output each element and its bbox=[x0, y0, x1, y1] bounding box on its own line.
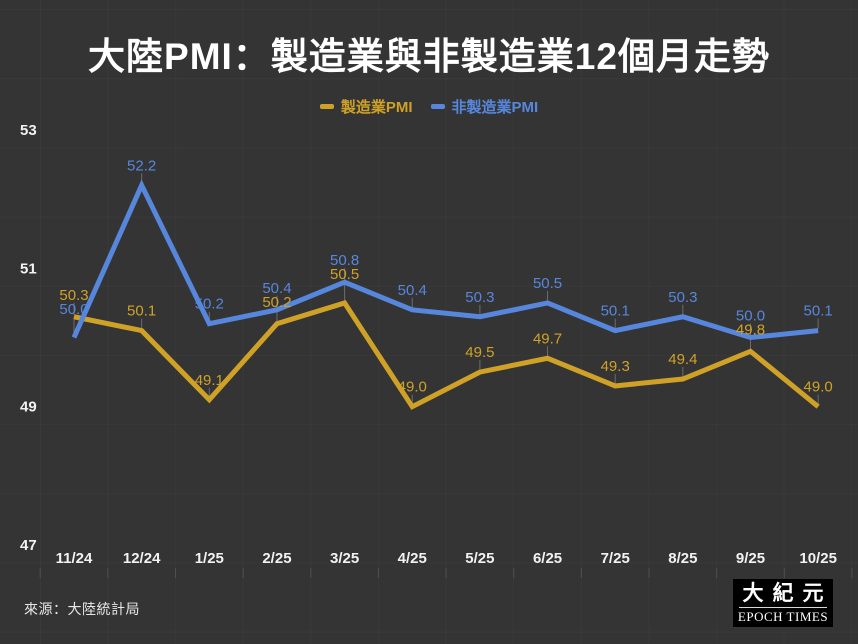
manufacturing-series-label: 製造業PMI bbox=[340, 99, 413, 116]
x-axis-category-label: 10/25 bbox=[799, 550, 837, 567]
data-point-label: 50.8 bbox=[330, 252, 359, 269]
y-axis-tick-label: 49 bbox=[20, 399, 37, 416]
logo-chinese-text: 大紀元 bbox=[742, 581, 833, 605]
data-point-label: 50.5 bbox=[330, 266, 359, 283]
data-point-label: 50.3 bbox=[59, 287, 88, 304]
nonmanufacturing-line bbox=[71, 179, 819, 341]
legend: 製造業PMI 非製造業PMI bbox=[0, 96, 858, 117]
data-point-label: 50.1 bbox=[601, 303, 630, 320]
data-point-label: 49.5 bbox=[465, 344, 494, 361]
data-point-label: 49.4 bbox=[668, 351, 697, 368]
x-axis-category-label: 12/24 bbox=[123, 550, 161, 567]
data-point-label: 50.3 bbox=[465, 289, 494, 306]
y-axis-tick-label: 51 bbox=[20, 260, 37, 277]
data-point-label: 50.0 bbox=[59, 301, 88, 318]
epoch-times-logo: 大紀元 EPOCH TIMES bbox=[733, 579, 833, 627]
x-axis-category-label: 8/25 bbox=[668, 550, 697, 567]
x-axis-category-label: 4/25 bbox=[398, 550, 427, 567]
data-point-label: 50.4 bbox=[398, 282, 427, 299]
legend-item-manufacturing: 製造業PMI bbox=[319, 96, 413, 117]
data-point-label: 49.0 bbox=[804, 379, 833, 396]
data-point-label: 52.2 bbox=[127, 157, 156, 174]
x-axis-category-label: 1/25 bbox=[195, 550, 224, 567]
x-axis-category-label: 7/25 bbox=[601, 550, 630, 567]
x-axis-category-label: 9/25 bbox=[736, 550, 765, 567]
nonmanufacturing-series-label: 非製造業PMI bbox=[451, 99, 539, 116]
data-point-label: 49.3 bbox=[601, 358, 630, 375]
manufacturing-line bbox=[73, 299, 820, 410]
data-point-label: 50.1 bbox=[127, 303, 156, 320]
y-axis-tick-label: 53 bbox=[20, 122, 37, 139]
source-note: 來源：大陸統計局 bbox=[24, 601, 140, 617]
data-point-label: 50.0 bbox=[736, 308, 765, 325]
nonmanufacturing-series-swatch bbox=[430, 104, 445, 109]
data-point-label: 50.4 bbox=[262, 280, 291, 297]
y-axis-tick-label: 47 bbox=[20, 537, 37, 554]
x-axis-category-label: 3/25 bbox=[330, 550, 359, 567]
data-point-label: 49.8 bbox=[736, 322, 765, 339]
x-axis-category-label: 5/25 bbox=[465, 550, 494, 567]
data-point-label: 49.7 bbox=[533, 330, 562, 347]
x-axis-category-label: 2/25 bbox=[262, 550, 291, 567]
x-axis-category-label: 11/24 bbox=[56, 550, 93, 567]
data-point-label: 50.2 bbox=[262, 294, 291, 311]
chart-title: 大陸PMI：製造業與非製造業12個月走勢 bbox=[88, 36, 770, 77]
x-axis-category-label: 6/25 bbox=[533, 550, 562, 567]
manufacturing-series-swatch bbox=[319, 104, 334, 109]
data-point-label: 50.5 bbox=[533, 275, 562, 292]
data-point-label: 49.0 bbox=[398, 379, 427, 396]
data-point-label: 49.1 bbox=[195, 372, 224, 389]
logo-divider bbox=[739, 607, 827, 608]
data-point-label: 50.2 bbox=[195, 296, 224, 313]
data-point-label: 50.3 bbox=[668, 289, 697, 306]
logo-english-text: EPOCH TIMES bbox=[737, 609, 829, 624]
legend-item-nonmanufacturing: 非製造業PMI bbox=[430, 96, 539, 117]
data-point-label: 50.1 bbox=[804, 303, 833, 320]
